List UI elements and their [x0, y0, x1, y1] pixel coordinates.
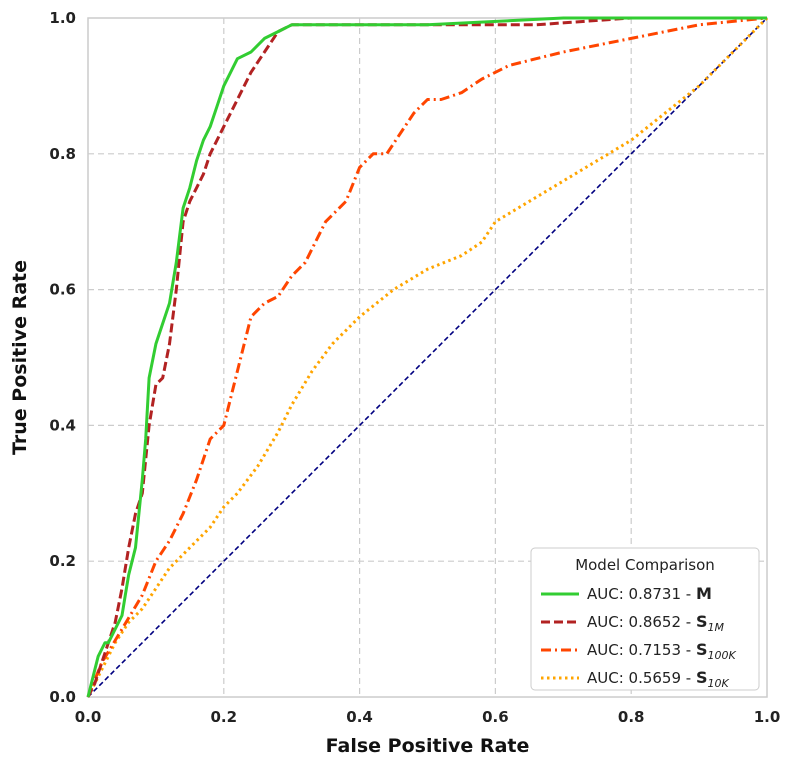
series-lines [86, 16, 769, 698]
series-line-m [86, 16, 767, 698]
y-tick-labels: 0.0 0.2 0.4 0.6 0.8 1.0 [49, 9, 76, 706]
legend-label: AUC: 0.7153 - S100K [587, 640, 737, 662]
series-line-s100k [86, 16, 768, 698]
y-tick-label: 0.4 [49, 416, 76, 434]
x-tick-label: 1.0 [754, 708, 781, 726]
chance-diagonal-line [87, 17, 768, 698]
legend-label: AUC: 0.8731 - M [587, 584, 712, 603]
y-tick-label: 0.2 [49, 552, 76, 570]
x-tick-labels: 0.0 0.2 0.4 0.6 0.8 1.0 [75, 708, 781, 726]
x-tick-label: 0.8 [618, 708, 645, 726]
x-tick-label: 0.0 [75, 708, 102, 726]
legend-item-s1m: AUC: 0.8652 - S1M [541, 612, 725, 634]
legend-title: Model Comparison [575, 556, 715, 574]
y-axis-title: True Positive Rate [9, 260, 31, 455]
x-tick-label: 0.2 [211, 708, 238, 726]
legend-box [530, 547, 760, 691]
legend-label: AUC: 0.5659 - S10K [587, 668, 730, 690]
legend-label: AUC: 0.8652 - S1M [587, 612, 725, 634]
y-tick-label: 1.0 [49, 9, 76, 27]
legend-item-s10k: AUC: 0.5659 - S10K [541, 668, 730, 690]
y-tick-label: 0.6 [49, 281, 76, 299]
y-tick-label: 0.0 [49, 688, 76, 706]
plot-frame [87, 17, 768, 698]
y-tick-label: 0.8 [49, 145, 76, 163]
x-tick-label: 0.4 [346, 708, 373, 726]
x-tick-label: 0.6 [482, 708, 509, 726]
legend-items: AUC: 0.8731 - M AUC: 0.8652 - S1M AUC: 0.7… [541, 584, 737, 690]
legend-item-m: AUC: 0.8731 - M [541, 584, 712, 603]
legend-item-s100k: AUC: 0.7153 - S100K [541, 640, 737, 662]
x-axis-title: False Positive Rate [326, 735, 530, 757]
series-line-s10k [86, 16, 769, 698]
